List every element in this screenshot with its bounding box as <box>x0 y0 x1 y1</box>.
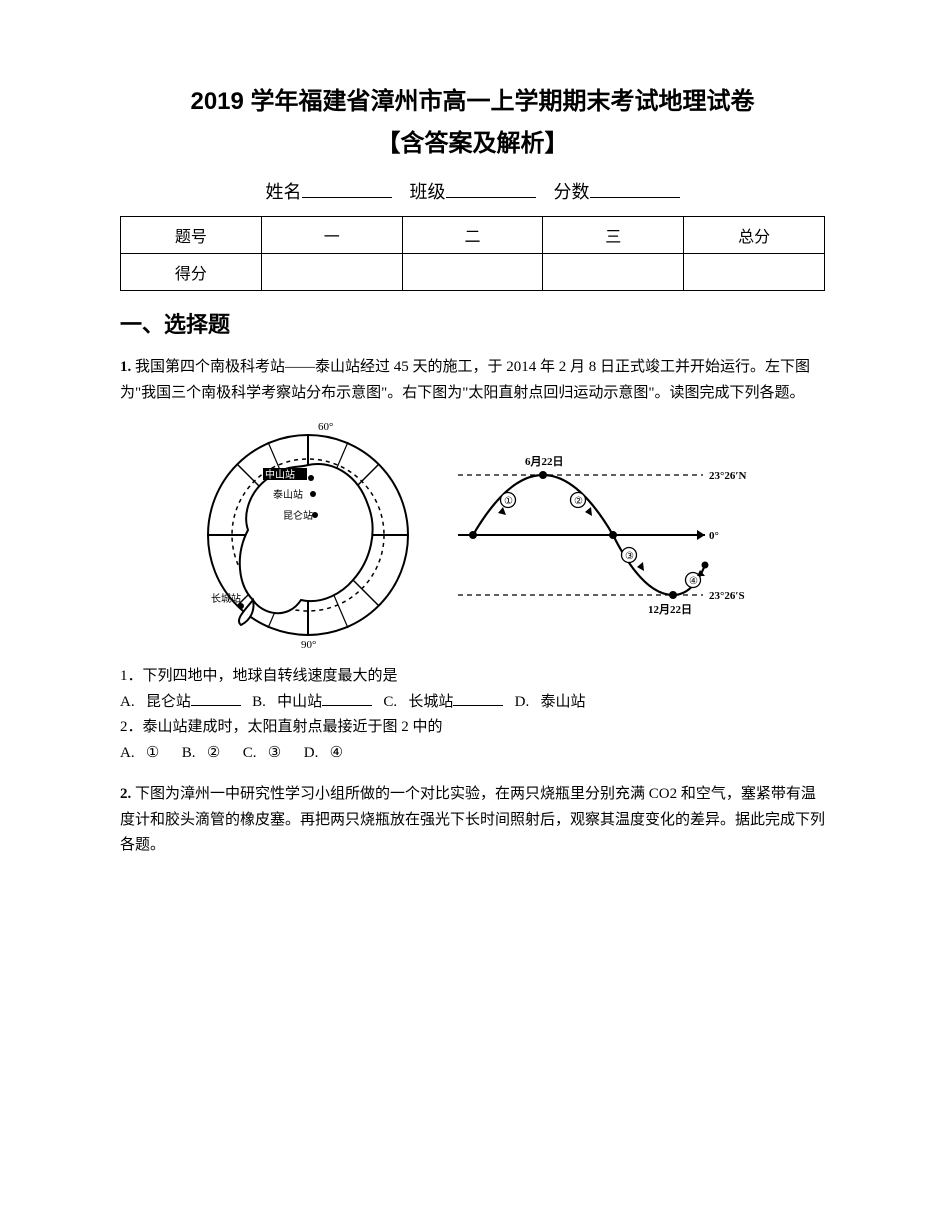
score-label: 分数 <box>554 182 590 202</box>
sine-lat-n: 23°26′N <box>709 470 746 482</box>
th-three: 三 <box>543 217 684 254</box>
question-2: 2. 下图为漳州一中研究性学习小组所做的一个对比实验，在两只烧瓶里分别充满 CO… <box>120 782 825 859</box>
th-two: 二 <box>402 217 543 254</box>
q1s2-B: B. <box>182 745 196 761</box>
th-number: 题号 <box>121 217 262 254</box>
q1s1-D-label: 泰山站 <box>541 694 586 710</box>
q2-stem: 下图为漳州一中研究性学习小组所做的一个对比实验，在两只烧瓶里分别充满 CO2 和… <box>120 786 825 853</box>
q1s2-D: D. <box>304 745 319 761</box>
table-cell[interactable] <box>543 254 684 291</box>
section-1-title: 一、选择题 <box>120 307 825 339</box>
globe-changcheng-label: 长城站 <box>211 592 241 605</box>
q1s1-A: A. <box>120 694 135 710</box>
class-label: 班级 <box>410 182 446 202</box>
q1s1-A-blank[interactable] <box>191 691 241 706</box>
solar-declination-figure: ① ② ③ ④ 23°26′N 0° 23°26′S 6月22日 12月22日 <box>453 445 753 625</box>
page-title-line1: 2019 学年福建省漳州市高一上学期期末考试地理试卷 <box>120 80 825 123</box>
page-title-line2: 【含答案及解析】 <box>120 123 825 158</box>
q1-stem: 我国第四个南极科考站——泰山站经过 45 天的施工，于 2014 年 2 月 8… <box>120 359 810 401</box>
q1s1-D: D. <box>515 694 530 710</box>
th-one: 一 <box>261 217 402 254</box>
antarctica-globe-figure: 60° 90° 中山站 中山站 泰山站 昆仑站 长城站 <box>193 420 423 650</box>
score-table: 题号 一 二 三 总分 得分 <box>120 216 825 291</box>
name-class-score-row: 姓名 班级 分数 <box>120 178 825 204</box>
class-blank[interactable] <box>446 178 536 198</box>
name-blank[interactable] <box>302 178 392 198</box>
sine-lat-0: 0° <box>709 530 719 542</box>
table-cell[interactable] <box>684 254 825 291</box>
table-cell[interactable] <box>402 254 543 291</box>
sine-p3: ③ <box>625 551 634 562</box>
q1-sub2-options: A. ① B. ② C. ③ D. ④ <box>120 741 825 767</box>
q1-figures: 60° 90° 中山站 中山站 泰山站 昆仑站 长城站 <box>120 420 825 650</box>
q1s1-B: B. <box>252 694 266 710</box>
q1s1-C-label: 长城站 <box>408 694 453 710</box>
sine-date-top: 6月22日 <box>525 455 564 468</box>
q1s2-B-label: ② <box>207 745 220 761</box>
q1s1-C-blank[interactable] <box>453 691 503 706</box>
globe-lon-bottom: 90° <box>301 639 316 650</box>
q1s2-D-label: ④ <box>330 745 343 761</box>
q1s2-C: C. <box>243 745 257 761</box>
q2-number: 2. <box>120 786 131 802</box>
q1-sub2: 2．泰山站建成时，太阳直射点最接近于图 2 中的 <box>120 715 825 741</box>
table-row: 题号 一 二 三 总分 <box>121 217 825 254</box>
table-row: 得分 <box>121 254 825 291</box>
globe-taishan-label: 泰山站 <box>273 488 303 501</box>
table-cell[interactable] <box>261 254 402 291</box>
sine-p4: ④ <box>689 576 698 587</box>
question-1: 1. 我国第四个南极科考站——泰山站经过 45 天的施工，于 2014 年 2 … <box>120 355 825 766</box>
sine-date-bottom: 12月22日 <box>648 603 692 616</box>
score-blank[interactable] <box>590 178 680 198</box>
q1-number: 1. <box>120 359 131 375</box>
q1s1-C: C. <box>383 694 397 710</box>
th-total: 总分 <box>684 217 825 254</box>
q1s2-A: A. <box>120 745 135 761</box>
sine-lat-s: 23°26′S <box>709 590 745 602</box>
sine-p1: ① <box>504 496 513 507</box>
sine-p2: ② <box>574 496 583 507</box>
globe-lon-top: 60° <box>318 421 333 433</box>
q1s1-B-label: 中山站 <box>277 694 322 710</box>
row-label: 得分 <box>121 254 262 291</box>
q1s2-A-label: ① <box>146 745 159 761</box>
q1-sub1: 1．下列四地中，地球自转线速度最大的是 <box>120 664 825 690</box>
q1s1-A-label: 昆仑站 <box>146 694 191 710</box>
globe-kunlun-label: 昆仑站 <box>283 509 313 522</box>
q1s1-B-blank[interactable] <box>322 691 372 706</box>
q1s2-C-label: ③ <box>268 745 281 761</box>
globe-zhongshan-label-fg: 中山站 <box>265 468 295 481</box>
name-label: 姓名 <box>266 182 302 202</box>
q1-sub1-options: A. 昆仑站 B. 中山站 C. 长城站 D. 泰山站 <box>120 690 825 716</box>
